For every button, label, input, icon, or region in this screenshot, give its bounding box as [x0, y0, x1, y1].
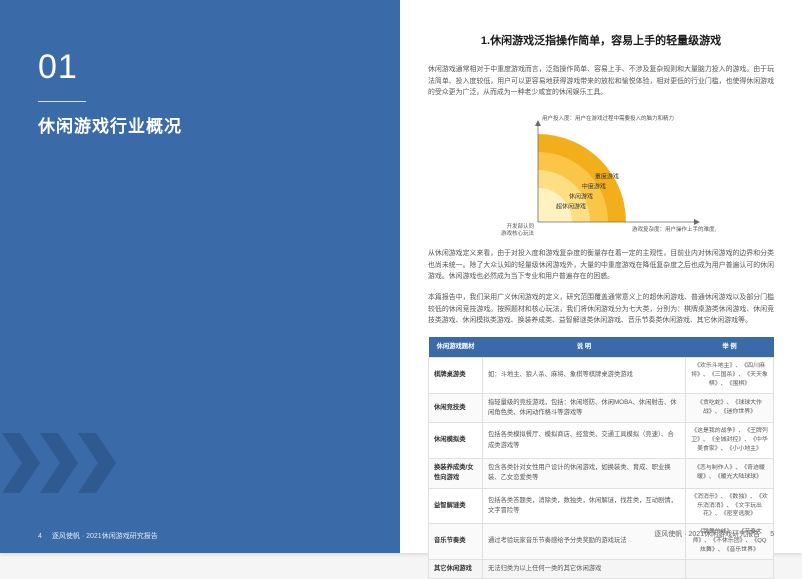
description-cell: 包括各类模拟餐厅、模拟商店、经营类、交通工具模拟（竞速）、合成类游戏等 [483, 423, 686, 459]
left-page-number: 4 [38, 533, 42, 540]
example-cell: 《贪吃蛇》、《球球大作战》、《迷你世界》 [686, 393, 774, 423]
example-cell: 《欢乐斗地主》、《四川麻将》、《三国杀》、《天天象棋》、《围棋》 [686, 358, 774, 394]
table-row: 休闲竞技类指轻量级的竞技游戏，包括：休闲塔防、休闲MOBA、休闲射击、休闲角色类… [429, 393, 774, 423]
concentric-chart: 重度游戏中度游戏休闲游戏超休闲游戏 用户投入度：用户在游戏过程中需要投入的脑力和精… [428, 108, 774, 238]
paragraph-1: 休闲游戏通常相对于中重度游戏而言，泛指操作简单、容易上手、不涉及复杂规则和大量脑… [428, 64, 774, 98]
svg-text:开发部认同: 开发部认同 [506, 222, 534, 230]
chapter-number: 01 [38, 48, 368, 87]
chevron-icon [76, 433, 120, 493]
svg-text:中度游戏: 中度游戏 [582, 183, 606, 191]
category-cell: 休闲竞技类 [429, 393, 483, 423]
description-cell: 指轻量级的竞技游戏，包括：休闲塔防、休闲MOBA、休闲射击、休闲角色类、休闲动作… [483, 393, 686, 423]
svg-text:重度游戏: 重度游戏 [595, 173, 619, 181]
left-footer: 4 逐风使帆 · 2021休闲游戏研究报告 [38, 531, 158, 541]
right-page-number: 5 [770, 529, 774, 541]
paragraph-3: 本篇报告中，我们采用广义休闲游戏的定义，研究范围覆盖通常意义上的超休闲游戏、普通… [428, 292, 774, 326]
svg-text:游戏复杂度：用户操作上手的难度，游戏玩法设备要求: 游戏复杂度：用户操作上手的难度，游戏玩法设备要求 [632, 225, 716, 233]
description-cell: 无法归类为以上任何一类的其它休闲游戏 [483, 559, 686, 578]
category-cell: 棋牌桌游类 [429, 358, 483, 394]
quadrant-chart-svg: 重度游戏中度游戏休闲游戏超休闲游戏 用户投入度：用户在游戏过程中需要投入的脑力和精… [486, 108, 716, 238]
svg-text:游戏核心玩法: 游戏核心玩法 [501, 229, 535, 237]
example-cell [686, 559, 774, 578]
right-page: 1.休闲游戏泛指操作简单，容易上手的轻量级游戏 休闲游戏通常相对于中重度游戏而言… [400, 0, 802, 553]
table-row: 休闲模拟类包括各类模拟餐厅、模拟商店、经营类、交通工具模拟（竞速）、合成类游戏等… [429, 423, 774, 459]
right-footer: 逐风使帆 · 2021休闲游戏研究报告 5 [654, 529, 774, 541]
description-cell: 如：斗地主、狼人杀、麻将、象棋等棋牌桌游类游戏 [483, 358, 686, 394]
table-row: 换装养成类/女性向游戏包含各类针对女性用户设计的休闲游戏，如换装类、育成、职业换… [429, 458, 774, 488]
example-cell: 《恋与制作人》、《奇迹暖暖》、《暖光大陆球球》 [686, 458, 774, 488]
description-cell: 包含各类针对女性用户设计的休闲游戏，如换装类、育成、职业换装、乙女恋爱类等 [483, 458, 686, 488]
svg-text:超休闲游戏: 超休闲游戏 [556, 203, 586, 211]
svg-text:用户投入度：用户在游戏过程中需要投入的脑力和精力: 用户投入度：用户在游戏过程中需要投入的脑力和精力 [542, 114, 674, 122]
table-row: 其它休闲游戏无法归类为以上任何一类的其它休闲游戏 [429, 559, 774, 578]
category-cell: 其它休闲游戏 [429, 559, 483, 578]
svg-text:休闲游戏: 休闲游戏 [569, 193, 593, 201]
table-header: 举 例 [686, 337, 774, 358]
description-cell: 包括各类答题类，消除类，数独类，休闲解谜，找茬类，互动剧情，文字冒险等 [483, 488, 686, 524]
game-category-table: 休闲游戏题材说 明举 例 棋牌桌游类如：斗地主、狼人杀、麻将、象棋等棋牌桌游类游… [428, 337, 774, 579]
table-header: 休闲游戏题材 [429, 337, 483, 358]
category-cell: 益智解谜类 [429, 488, 483, 524]
left-page: 01 休闲游戏行业概况 4 逐风使帆 · 2021休闲游戏研究报告 [0, 0, 400, 553]
chevron-decoration [0, 433, 114, 493]
right-footer-text: 逐风使帆 · 2021休闲游戏研究报告 [654, 529, 760, 541]
table-row: 益智解谜类包括各类答题类，消除类，数独类，休闲解谜，找茬类，互动剧情，文字冒险等… [429, 488, 774, 524]
chapter-rule [38, 101, 86, 102]
category-cell: 休闲模拟类 [429, 423, 483, 459]
table-header: 说 明 [483, 337, 686, 358]
left-footer-text: 逐风使帆 · 2021休闲游戏研究报告 [52, 531, 158, 541]
category-cell: 换装养成类/女性向游戏 [429, 458, 483, 488]
category-cell: 音乐节奏类 [429, 524, 483, 560]
example-cell: 《这是我的战争》、《王牌列卫》、《全城封控》、《中华美食家》、《小小地主》 [686, 423, 774, 459]
section-title: 1.休闲游戏泛指操作简单，容易上手的轻量级游戏 [428, 32, 774, 50]
table-row: 棋牌桌游类如：斗地主、狼人杀、麻将、象棋等棋牌桌游类游戏《欢乐斗地主》、《四川麻… [429, 358, 774, 394]
example-cell: 《消消乐》、《数独》、《欢乐消消消》、《文字玩出花》、《密室逃脱》 [686, 488, 774, 524]
paragraph-2: 从休闲游戏定义来看，由于对投入度和游戏复杂度的衡量存在着一定的主观性，目前业内对… [428, 248, 774, 282]
chapter-title: 休闲游戏行业概况 [38, 112, 368, 137]
